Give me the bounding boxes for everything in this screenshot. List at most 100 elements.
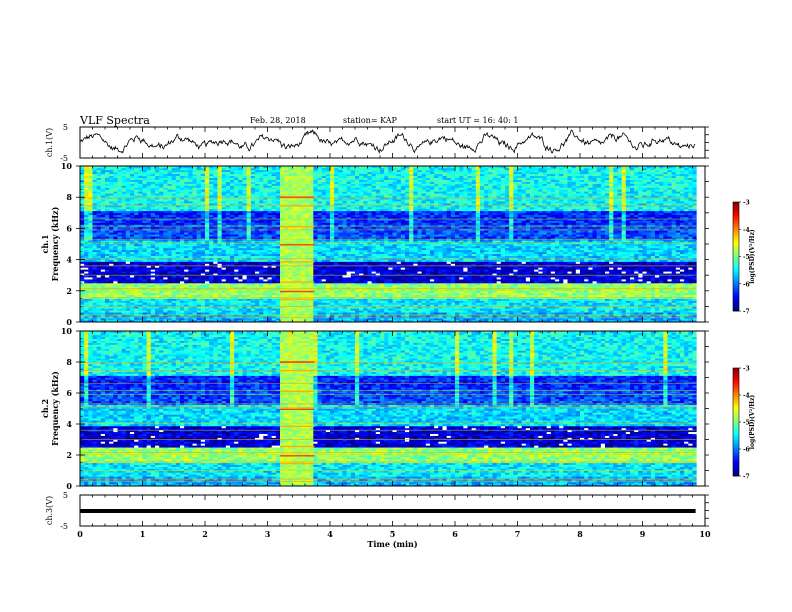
spectrogram-cell — [192, 286, 197, 290]
spectrogram-cell — [134, 226, 139, 229]
spectrogram-cell — [121, 212, 127, 216]
spectrogram-cell — [134, 234, 139, 237]
spectrogram-cell — [292, 300, 297, 303]
spectrogram-cell — [250, 222, 256, 225]
spectrogram-cell — [92, 302, 97, 305]
spectrogram-cell — [217, 228, 222, 231]
spectrogram-cell — [175, 298, 181, 301]
spectrogram-cell — [121, 284, 127, 288]
spectrogram-cell — [271, 261, 277, 264]
spectrogram-cell — [159, 183, 164, 186]
spectrogram-cell — [92, 281, 97, 284]
spectrogram-cell — [271, 212, 277, 216]
spectrogram-cell — [146, 290, 152, 294]
spectrogram-cell — [234, 290, 239, 294]
spectrogram-cell — [271, 320, 277, 323]
spectrogram-cell — [221, 304, 227, 307]
spectrogram-cell — [159, 306, 164, 309]
spectrogram-cell — [180, 281, 185, 284]
spectrogram-cell — [234, 175, 239, 178]
spectrogram-cell — [138, 210, 143, 214]
spectrogram-cell — [259, 300, 264, 303]
spectrogram-cell — [113, 279, 118, 282]
spectrogram-cell — [321, 189, 327, 192]
spectrogram-cell — [200, 167, 206, 171]
spectrogram-cell — [134, 279, 139, 282]
spectrogram-cell — [200, 234, 206, 237]
spectrogram-cell — [150, 308, 156, 311]
spectrogram-cell — [288, 177, 293, 180]
spectrogram-cell — [275, 304, 281, 307]
spectrogram-cell — [192, 199, 197, 202]
spectrogram-cell — [175, 253, 181, 256]
spectrogram-cell — [146, 236, 152, 239]
spectrogram-cell — [105, 218, 110, 221]
spectrogram-cell — [100, 286, 106, 290]
spectrogram-cell — [296, 312, 302, 315]
spectrogram-cell — [125, 206, 131, 210]
spectrogram-cell — [217, 214, 222, 217]
spectrogram-cell — [284, 226, 289, 229]
spectrogram-cell — [130, 187, 135, 190]
spectrogram-cell — [292, 193, 297, 196]
spectrogram-cell — [267, 185, 272, 188]
spectrogram-cell — [313, 228, 318, 231]
spectrogram-cell — [330, 183, 335, 186]
spectrogram-cell — [163, 281, 168, 284]
spectrogram-cell — [88, 277, 93, 280]
spectrogram-cell — [217, 245, 222, 249]
spectrogram-cell — [275, 245, 281, 249]
spectrogram-cell — [205, 175, 210, 178]
spectrogram-cell — [259, 203, 264, 206]
spectrogram-cell — [255, 232, 260, 235]
spectrogram-cell — [221, 292, 227, 295]
spectrogram-cell — [184, 318, 189, 321]
spectrogram-cell — [150, 277, 156, 280]
spectrogram-cell — [275, 222, 281, 225]
spectrogram-cell — [138, 177, 143, 180]
spectrogram-cell — [92, 195, 97, 198]
spectrogram-cell — [109, 173, 114, 177]
spectrogram-cell — [96, 179, 102, 182]
spectrogram-cell — [259, 261, 264, 264]
spectrogram-cell — [234, 265, 239, 268]
spectrogram-cell — [321, 302, 327, 305]
spectrogram-cell — [100, 218, 106, 221]
spectrogram-cell — [188, 263, 193, 266]
spectrogram-cell — [205, 228, 210, 231]
spectrogram-cell — [271, 183, 277, 186]
spectrogram-cell — [263, 244, 268, 247]
spectrogram-cell — [305, 226, 310, 229]
spectrogram-cell — [242, 232, 247, 235]
spectrogram-cell — [275, 255, 281, 258]
spectrogram-cell — [188, 179, 193, 182]
spectrogram-cell — [280, 212, 285, 216]
spectrogram-cell — [109, 263, 114, 266]
spectrogram-cell — [155, 201, 160, 204]
spectrogram-cell — [217, 286, 222, 290]
spectrogram-cell — [121, 228, 127, 231]
spectrogram-cell — [142, 195, 147, 198]
spectrogram-cell — [313, 310, 318, 313]
spectrogram-cell — [205, 187, 210, 190]
spectrogram-cell — [330, 216, 335, 219]
spectrogram-cell — [284, 206, 289, 210]
spectrogram-cell — [159, 310, 164, 313]
spectrogram-cell — [142, 236, 147, 239]
spectrogram-cell — [155, 244, 160, 247]
spectrogram-cell — [96, 253, 102, 256]
spectrogram-cell — [146, 304, 152, 307]
spectrogram-cell — [125, 222, 131, 225]
spectrogram-cell — [250, 265, 256, 268]
spectrogram-cell — [196, 249, 202, 253]
spectrogram-cell — [234, 199, 239, 202]
spectrogram-cell — [163, 214, 168, 217]
spectrogram-cell — [175, 236, 181, 239]
spectrogram-cell — [180, 173, 185, 177]
spectrogram-cell — [330, 255, 335, 258]
spectrogram-cell — [113, 240, 118, 243]
spectrogram-cell — [196, 306, 202, 309]
spectrogram-cell — [280, 263, 285, 266]
spectrogram-cell — [205, 169, 210, 173]
spectrogram-cell — [313, 283, 318, 286]
